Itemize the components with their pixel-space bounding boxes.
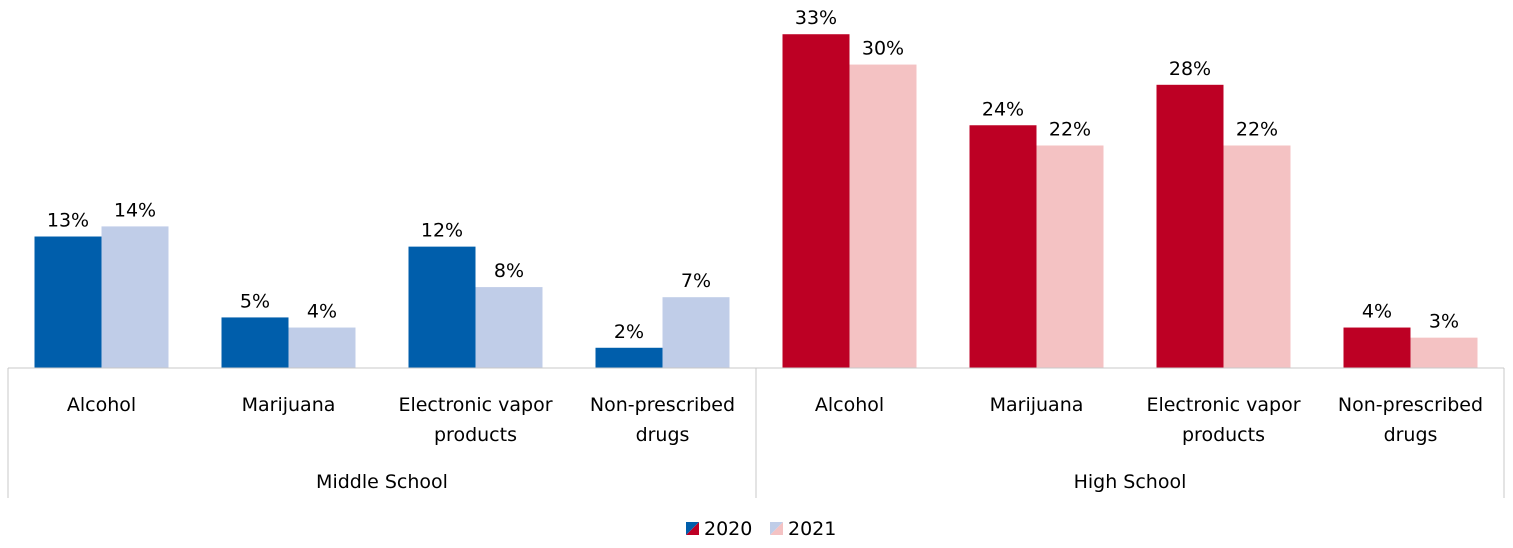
bar-middle-school-alcohol-2020 — [34, 236, 102, 368]
bar-high-school-non-prescribed-drugs-2020 — [1343, 327, 1411, 368]
category-label: Non-prescribed — [1338, 394, 1483, 416]
bar-high-school-alcohol-2020 — [782, 34, 850, 368]
legend-swatch — [686, 522, 699, 535]
category-label: Marijuana — [990, 394, 1084, 416]
value-label: 33% — [795, 7, 837, 29]
axes-layer — [7, 367, 1505, 498]
bar-middle-school-non-prescribed-drugs-2021 — [662, 297, 730, 368]
value-label: 12% — [421, 220, 463, 242]
value-label: 8% — [494, 260, 524, 282]
category-label: drugs — [1384, 424, 1438, 446]
legend-swatch — [770, 522, 783, 535]
legend-label: 2021 — [788, 518, 836, 540]
value-label: 13% — [47, 210, 89, 232]
bar-middle-school-electronic-vapor-products-2021 — [475, 287, 543, 368]
bar-middle-school-marijuana-2020 — [221, 317, 289, 368]
value-label: 4% — [1362, 301, 1392, 323]
bar-middle-school-alcohol-2021 — [101, 226, 169, 368]
category-label: Alcohol — [67, 394, 136, 416]
bar-high-school-electronic-vapor-products-2020 — [1156, 84, 1224, 369]
category-label: Alcohol — [815, 394, 884, 416]
value-label: 22% — [1236, 118, 1278, 140]
bars-layer — [34, 34, 1478, 369]
category-label: products — [434, 424, 517, 446]
value-label: 24% — [982, 98, 1024, 120]
bar-high-school-marijuana-2021 — [1036, 145, 1104, 368]
category-label: drugs — [636, 424, 690, 446]
legend: 2020 2021 — [686, 518, 836, 540]
bar-high-school-electronic-vapor-products-2021 — [1223, 145, 1291, 368]
category-label: Electronic vapor — [1146, 394, 1300, 416]
value-label: 14% — [114, 199, 156, 221]
bar-middle-school-marijuana-2021 — [288, 327, 356, 368]
value-labels-layer: 13% 14% 5% 4% 12% 8% 2% 7% 33% 30% 24% 22% 28% 22% 4% 3… — [47, 7, 1459, 343]
bar-high-school-non-prescribed-drugs-2021 — [1410, 337, 1478, 368]
value-label: 30% — [862, 38, 904, 60]
bar-middle-school-non-prescribed-drugs-2020 — [595, 347, 663, 368]
bar-middle-school-electronic-vapor-products-2020 — [408, 246, 476, 368]
value-label: 5% — [240, 290, 270, 312]
category-labels-layer: Alcohol Marijuana Electronic vapor products… — [67, 394, 1483, 493]
category-label: Electronic vapor — [398, 394, 552, 416]
value-label: 2% — [614, 321, 644, 343]
value-label: 3% — [1429, 311, 1459, 333]
legend-label: 2020 — [704, 518, 752, 540]
bar-high-school-alcohol-2021 — [849, 64, 917, 368]
value-label: 22% — [1049, 118, 1091, 140]
category-label: Marijuana — [242, 394, 336, 416]
group-label: High School — [1074, 471, 1187, 493]
category-label: Non-prescribed — [590, 394, 735, 416]
value-label: 4% — [307, 301, 337, 323]
value-label: 7% — [681, 270, 711, 292]
category-label: products — [1182, 424, 1265, 446]
bar-high-school-marijuana-2020 — [969, 125, 1037, 368]
group-label: Middle School — [316, 471, 448, 493]
value-label: 28% — [1169, 58, 1211, 80]
